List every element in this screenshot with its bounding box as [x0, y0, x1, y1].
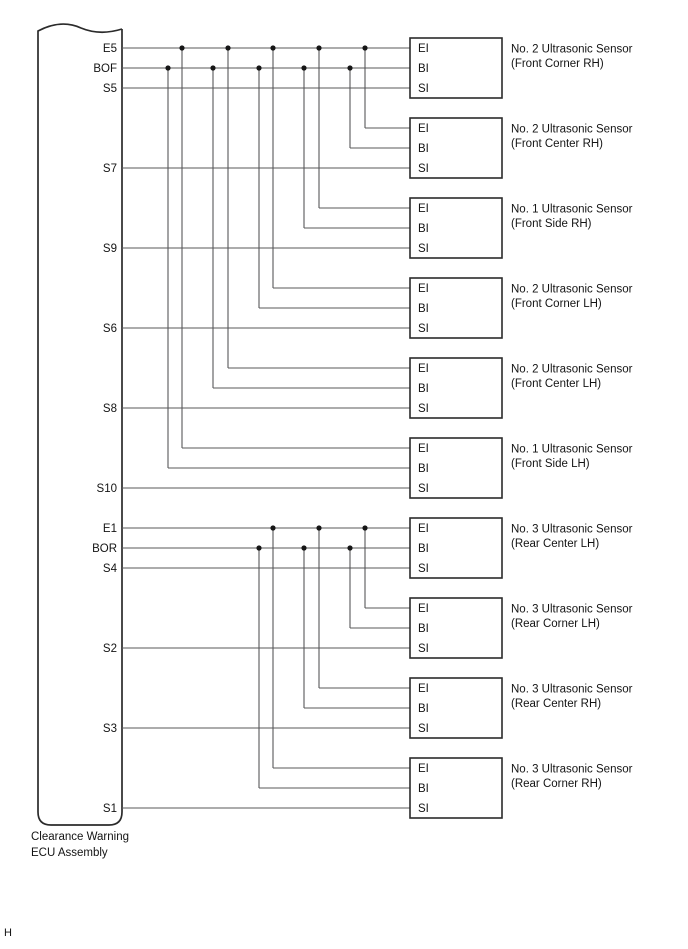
sensor8-pin-label-ei: EI: [418, 603, 429, 615]
sensor2-name: No. 2 Ultrasonic Sensor: [511, 124, 633, 136]
sensor-box-4: [409, 277, 503, 339]
sensor3-pin-label-bi: BI: [418, 223, 429, 235]
sensor6-pin-label-bi: BI: [418, 463, 429, 475]
sensor-box-1: [409, 37, 503, 99]
ecu-pin-label-s10: S10: [97, 483, 117, 495]
sensor2-pin-label-ei: EI: [418, 123, 429, 135]
junction-dot: [316, 45, 322, 51]
sensor6-pin-label-ei: EI: [418, 443, 429, 455]
ecu-pin-label-e5: E5: [103, 43, 117, 55]
sensor6-name: No. 1 Ultrasonic Sensor: [511, 444, 633, 456]
ecu-pin-label-s3: S3: [103, 723, 117, 735]
sensor7-name: No. 3 Ultrasonic Sensor: [511, 524, 633, 536]
ecu-pin-label-s7: S7: [103, 163, 117, 175]
junction-dot: [179, 45, 185, 51]
sensor-box-10: [409, 757, 503, 819]
ecu-pin-label-bof: BOF: [93, 63, 117, 75]
junction-dot: [165, 65, 171, 71]
junction-dot: [270, 45, 276, 51]
sensor5-location: (Front Center LH): [511, 378, 601, 390]
sensor4-name: No. 2 Ultrasonic Sensor: [511, 284, 633, 296]
sensor-box-6: [409, 437, 503, 499]
sensor3-pin-label-si: SI: [418, 243, 429, 255]
ecu-pin-label-s4: S4: [103, 563, 118, 575]
sensor10-name: No. 3 Ultrasonic Sensor: [511, 764, 633, 776]
ecu-pin-label-s6: S6: [103, 323, 117, 335]
sensor8-pin-label-si: SI: [418, 643, 429, 655]
sensor4-pin-label-si: SI: [418, 323, 429, 335]
junction-dot: [225, 45, 231, 51]
sensor7-pin-label-ei: EI: [418, 523, 429, 535]
sensor5-pin-label-si: SI: [418, 403, 429, 415]
ecu-assembly-label-line1: Clearance Warning: [31, 831, 130, 843]
junction-dot: [362, 525, 368, 531]
page-index-letter: H: [4, 927, 12, 939]
ecu-pin-label-bor: BOR: [92, 543, 117, 555]
sensor7-pin-label-bi: BI: [418, 543, 429, 555]
sensor6-pin-label-si: SI: [418, 483, 429, 495]
sensor1-pin-label-ei: EI: [418, 43, 429, 55]
junction-dot: [270, 525, 276, 531]
sensor2-location: (Front Center RH): [511, 138, 603, 150]
sensor3-location: (Front Side RH): [511, 218, 592, 230]
ecu-pin-label-s8: S8: [103, 403, 117, 415]
sensor5-name: No. 2 Ultrasonic Sensor: [511, 364, 633, 376]
sensor8-name: No. 3 Ultrasonic Sensor: [511, 604, 633, 616]
sensor-box-2: [409, 117, 503, 179]
sensor-box-9: [409, 677, 503, 739]
sensor1-pin-label-bi: BI: [418, 63, 429, 75]
sensor2-pin-label-si: SI: [418, 163, 429, 175]
sensor6-location: (Front Side LH): [511, 458, 590, 470]
sensor8-pin-label-bi: BI: [418, 623, 429, 635]
sensor9-name: No. 3 Ultrasonic Sensor: [511, 684, 633, 696]
sensor4-location: (Front Corner LH): [511, 298, 602, 310]
junction-dot: [362, 45, 368, 51]
junction-dot: [347, 545, 353, 551]
sensor5-pin-label-ei: EI: [418, 363, 429, 375]
sensor9-pin-label-ei: EI: [418, 683, 429, 695]
junction-dot: [301, 65, 307, 71]
ecu-pin-label-e1: E1: [103, 523, 117, 535]
sensor1-location: (Front Corner RH): [511, 58, 604, 70]
sensor9-location: (Rear Center RH): [511, 698, 601, 710]
junction-dot: [256, 65, 262, 71]
ecu-pin-label-s5: S5: [103, 83, 117, 95]
sensor-box-7: [409, 517, 503, 579]
ecu-pin-label-s9: S9: [103, 243, 117, 255]
junction-dot: [301, 545, 307, 551]
ecu-assembly-label-line2: ECU Assembly: [31, 846, 108, 859]
sensor3-name: No. 1 Ultrasonic Sensor: [511, 204, 633, 216]
ecu-pin-label-s2: S2: [103, 643, 117, 655]
sensor10-location: (Rear Corner RH): [511, 778, 602, 790]
junction-dot: [210, 65, 216, 71]
sensor-box-5: [409, 357, 503, 419]
sensor-box-8: [409, 597, 503, 659]
sensor10-pin-label-si: SI: [418, 803, 429, 815]
sensor10-pin-label-ei: EI: [418, 763, 429, 775]
sensor9-pin-label-bi: BI: [418, 703, 429, 715]
ecu-assembly-label: Clearance Warning ECU Assembly: [31, 830, 129, 861]
sensor1-pin-label-si: SI: [418, 83, 429, 95]
sensor2-pin-label-bi: BI: [418, 143, 429, 155]
sensor8-location: (Rear Corner LH): [511, 618, 600, 630]
junction-dot: [256, 545, 262, 551]
sensor5-pin-label-bi: BI: [418, 383, 429, 395]
sensor9-pin-label-si: SI: [418, 723, 429, 735]
sensor10-pin-label-bi: BI: [418, 783, 429, 795]
ecu-pin-label-s1: S1: [103, 803, 117, 815]
sensor7-location: (Rear Center LH): [511, 538, 599, 550]
junction-dot: [347, 65, 353, 71]
junction-dot: [316, 525, 322, 531]
sensor7-pin-label-si: SI: [418, 563, 429, 575]
sensor-box-3: [409, 197, 503, 259]
sensor3-pin-label-ei: EI: [418, 203, 429, 215]
ecu-box-outline: [37, 23, 123, 826]
sensor1-name: No. 2 Ultrasonic Sensor: [511, 44, 633, 56]
sensor4-pin-label-bi: BI: [418, 303, 429, 315]
sensor4-pin-label-ei: EI: [418, 283, 429, 295]
